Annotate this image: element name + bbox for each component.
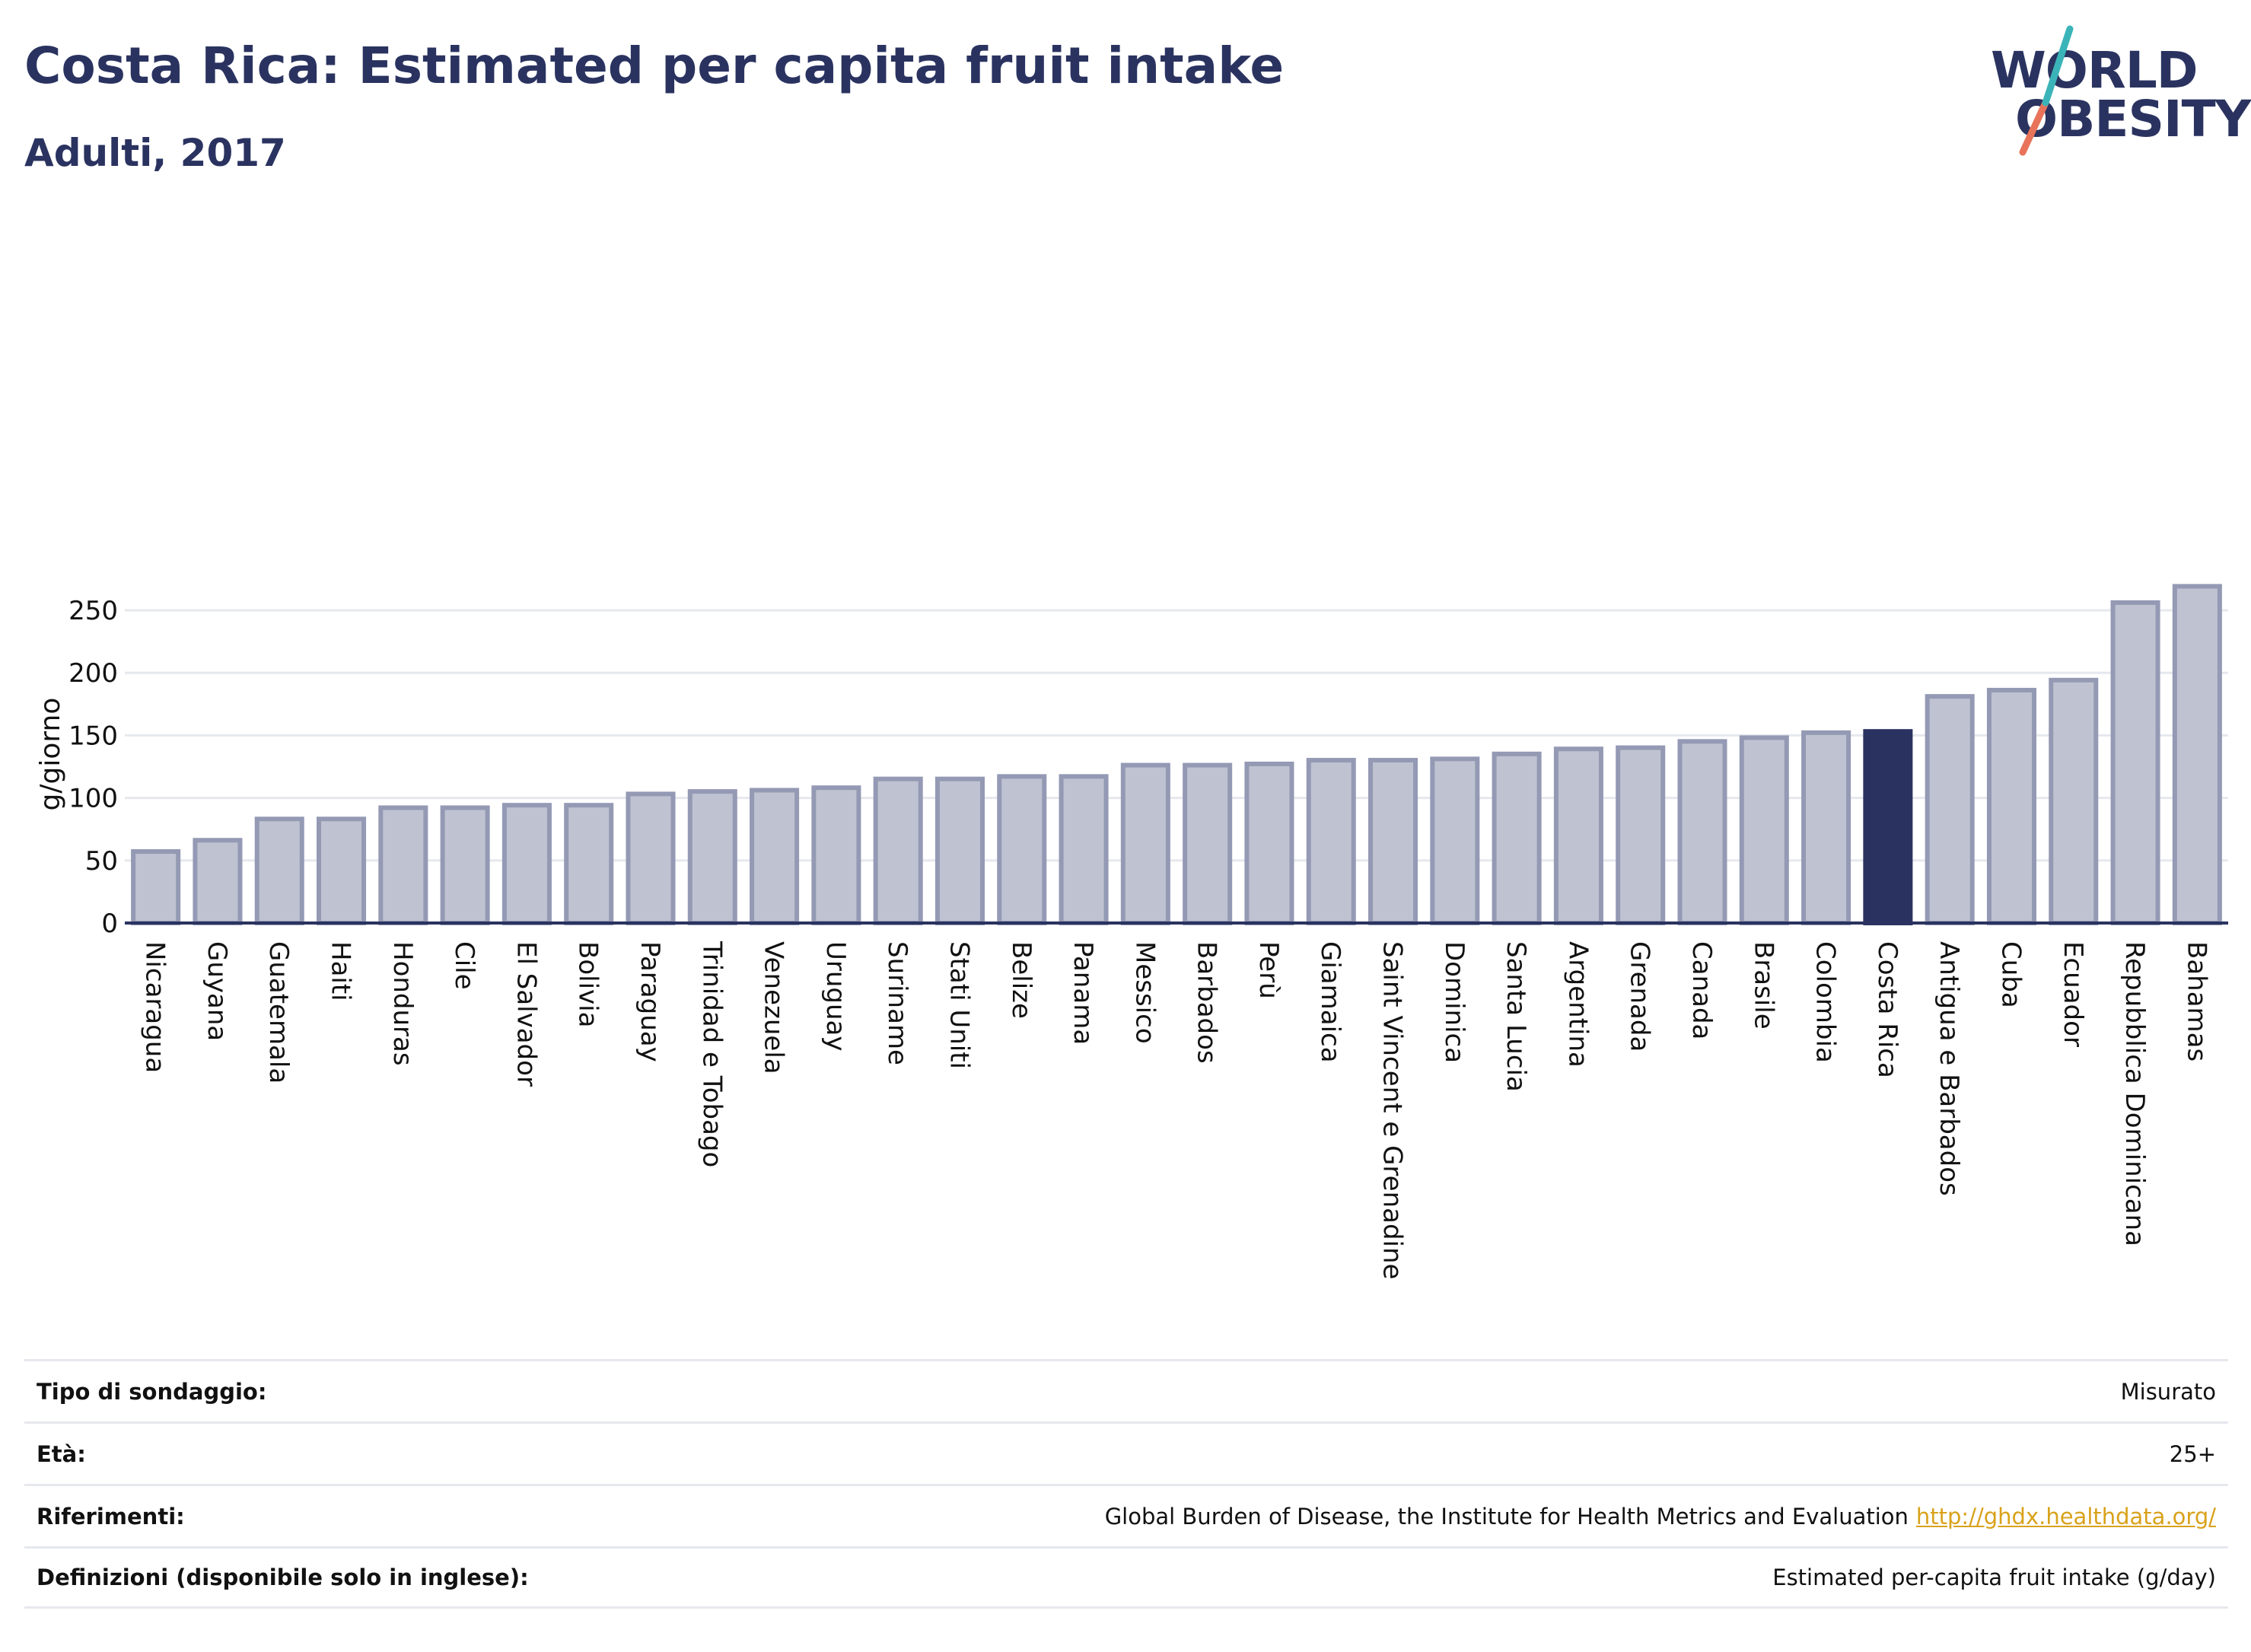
bar-brasile (1739, 735, 1789, 926)
bar-cile (440, 805, 490, 925)
y-tick-label: 250 (68, 596, 118, 626)
bar-trinidad-e-tobago (687, 789, 737, 926)
bar-santa-lucia (1492, 751, 1542, 925)
bar-venezuela (750, 788, 800, 925)
bar-suriname (873, 776, 923, 925)
x-tick-label: Paraguay (635, 941, 665, 1062)
bar-belize (997, 774, 1047, 926)
x-tick-label: Giamaica (1315, 941, 1345, 1063)
x-tick-label: Perù (1253, 941, 1284, 999)
info-row-age: Età: 25+ (24, 1421, 2228, 1484)
x-tick-label: Bahamas (2181, 941, 2211, 1062)
bar-grenada (1616, 745, 1666, 925)
chart-subtitle: Adulti, 2017 (24, 131, 286, 175)
x-tick-label: Panama (1068, 941, 1098, 1045)
bar-guyana (193, 838, 243, 926)
y-tick-label: 150 (68, 721, 118, 751)
bar-bolivia (564, 803, 614, 926)
x-tick-label: Guyana (202, 941, 232, 1041)
bar-costa-rica (1863, 729, 1913, 925)
bar-per- (1244, 761, 1294, 926)
x-tick-label: Belize (1006, 941, 1036, 1019)
x-tick-label: Saint Vincent e Grenadine (1377, 941, 1408, 1279)
x-tick-label: Antigua e Barbados (1934, 941, 1964, 1196)
info-row-definitions: Definizioni (disponibile solo in inglese… (24, 1546, 2228, 1609)
x-tick-label: Colombia (1810, 941, 1841, 1063)
x-tick-label: Barbados (1192, 941, 1222, 1064)
y-tick-label: 100 (68, 784, 118, 814)
info-label: Definizioni (disponibile solo in inglese… (37, 1564, 529, 1590)
bar-saint-vincent-e-grenadine (1368, 757, 1418, 925)
bar-dominica (1430, 756, 1480, 926)
bar-bahamas (2172, 584, 2222, 925)
bar-argentina (1553, 746, 1603, 925)
bar-giamaica (1306, 757, 1356, 925)
bar-antigua-e-barbados (1925, 694, 1975, 925)
info-label: Tipo di sondaggio: (37, 1378, 267, 1405)
info-value: Misurato (2120, 1378, 2216, 1405)
bar-cuba (1986, 687, 2036, 925)
y-tick-label: 0 (101, 909, 118, 939)
bar-haiti (317, 816, 367, 926)
x-tick-label: Costa Rica (1872, 941, 1902, 1078)
bar-nicaragua (131, 849, 181, 926)
x-tick-label: Cile (449, 941, 479, 990)
x-tick-label: Santa Lucia (1501, 941, 1531, 1092)
info-row-references: Riferimenti: Global Burden of Disease, t… (24, 1484, 2228, 1546)
bar-stati-uniti (934, 776, 985, 925)
bar-barbados (1183, 762, 1233, 925)
x-tick-label: Venezuela (759, 941, 789, 1074)
x-tick-label: Haiti (326, 941, 356, 1001)
bar-paraguay (626, 791, 676, 925)
bar-uruguay (811, 785, 861, 926)
x-tick-label: Nicaragua (140, 941, 170, 1073)
x-tick-label: Cuba (1995, 941, 2026, 1008)
bar-canada (1677, 739, 1727, 925)
y-tick-label: 200 (68, 658, 118, 689)
bar-guatemala (254, 816, 304, 926)
bar-panama (1059, 774, 1109, 926)
x-tick-label: Trinidad e Tobago (696, 941, 727, 1167)
info-value: Estimated per-capita fruit intake (g/day… (1772, 1564, 2216, 1590)
x-tick-label: Grenada (1625, 941, 1655, 1052)
bar-honduras (378, 805, 428, 925)
world-obesity-logo: WORLD OBESITY (1979, 23, 2251, 160)
reference-link[interactable]: http://ghdx.healthdata.org/ (1915, 1503, 2216, 1529)
bar-ecuador (2049, 677, 2099, 925)
info-value: 25+ (2169, 1440, 2216, 1467)
bar-colombia (1801, 730, 1851, 925)
bar-messico (1120, 762, 1170, 925)
x-tick-label: Messico (1129, 941, 1160, 1044)
y-tick-label: 50 (85, 846, 118, 877)
logo-line-2: OBESITY (2015, 90, 2251, 148)
info-value-references: Global Burden of Disease, the Institute … (1105, 1504, 2216, 1529)
x-tick-label: Canada (1686, 941, 1717, 1039)
info-table: Tipo di sondaggio: Misurato Età: 25+ Rif… (24, 1359, 2228, 1609)
x-tick-label: Suriname (882, 941, 912, 1065)
bar-chart: 0 50 100 150 200 250 g/giorno Nicaragua Guyana Gu… (35, 584, 2228, 1279)
x-tick-label: Uruguay (820, 941, 851, 1052)
x-tick-label: Repubblica Dominicana (2119, 941, 2150, 1246)
x-tick-label: Guatemala (263, 941, 294, 1084)
y-axis-label: g/giorno (35, 698, 66, 811)
logo-slash-icon (2019, 25, 2074, 156)
x-tick-label: Brasile (1748, 941, 1778, 1030)
x-tick-label: Honduras (387, 941, 418, 1066)
reference-text: Global Burden of Disease, the Institute … (1104, 1503, 1909, 1529)
x-tick-label: Stati Uniti (944, 941, 974, 1069)
info-row-survey-type: Tipo di sondaggio: Misurato (24, 1359, 2228, 1421)
bar-repubblica-dominicana (2110, 600, 2160, 926)
x-tick-label: Argentina (1562, 941, 1593, 1068)
bar-el-salvador (501, 803, 552, 926)
info-label: Età: (37, 1440, 86, 1467)
info-label: Riferimenti: (37, 1503, 185, 1529)
x-tick-label: Ecuador (2058, 941, 2088, 1047)
x-tick-label: El Salvador (511, 941, 541, 1087)
x-tick-label: Dominica (1439, 941, 1469, 1063)
x-tick-label: Bolivia (573, 941, 603, 1027)
logo-line-1: WORLD (1991, 41, 2198, 100)
chart-title: Costa Rica: Estimated per capita fruit i… (24, 37, 1285, 95)
